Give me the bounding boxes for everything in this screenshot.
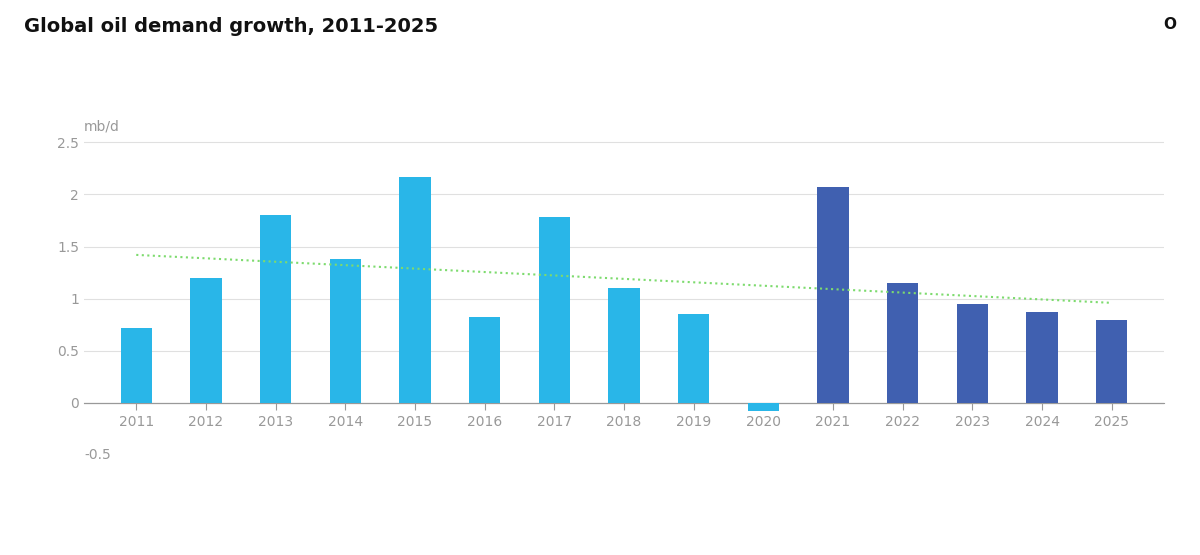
Bar — [469, 317, 500, 403]
Bar — [608, 288, 640, 403]
Bar — [678, 314, 709, 403]
Bar — [539, 218, 570, 403]
Bar — [1026, 312, 1057, 403]
Text: O: O — [1163, 17, 1176, 32]
Bar — [956, 304, 988, 403]
Bar — [400, 176, 431, 403]
Bar — [120, 328, 152, 403]
Bar — [330, 259, 361, 403]
Bar — [1096, 320, 1128, 403]
Text: Global oil demand growth, 2011-2025: Global oil demand growth, 2011-2025 — [24, 17, 438, 36]
Bar — [748, 403, 779, 411]
Bar — [817, 187, 848, 403]
Bar — [260, 215, 292, 403]
Bar — [191, 278, 222, 403]
Text: -0.5: -0.5 — [84, 448, 110, 462]
Text: mb/d: mb/d — [84, 119, 120, 133]
Bar — [887, 283, 918, 403]
